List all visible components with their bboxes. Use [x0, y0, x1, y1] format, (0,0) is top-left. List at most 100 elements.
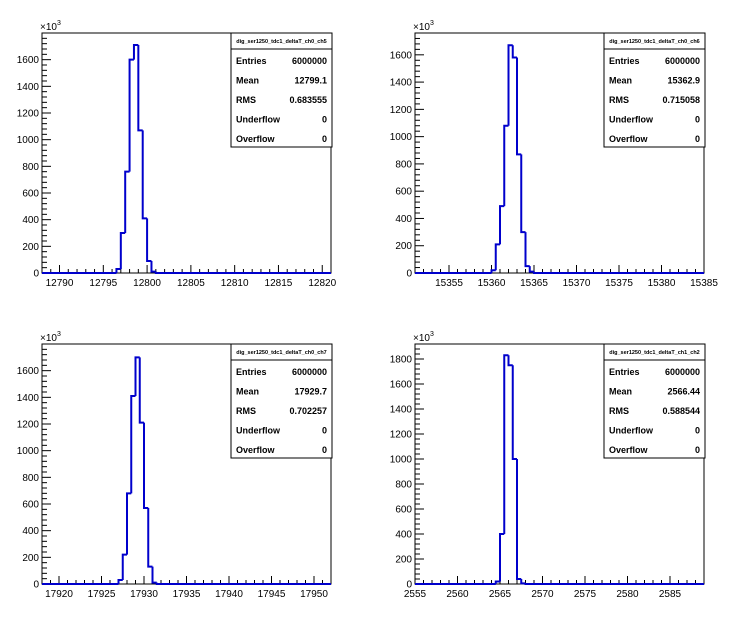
- histogram-bin: [526, 232, 530, 266]
- histogram-bin: [513, 365, 517, 459]
- y-tick-label: 1200: [17, 420, 40, 431]
- stats-value: 0: [695, 445, 700, 455]
- stats-value: 0.588544: [662, 406, 700, 416]
- y-tick-label: 400: [22, 526, 39, 537]
- y-tick-label: 600: [395, 505, 412, 516]
- stats-box: dig_ser1250_tdc1_deltaT_ch0_ch5Entries 60…: [231, 33, 332, 147]
- stats-box-frame: [604, 344, 705, 458]
- histogram-title: dig_ser1250_tdc1_deltaT_ch1_ch2: [609, 350, 700, 356]
- stats-label: Mean: [609, 387, 632, 397]
- histogram-bin: [509, 355, 513, 365]
- histogram-bin: [140, 357, 144, 422]
- y-tick-label: 0: [406, 269, 412, 280]
- x-tick-label: 12790: [46, 278, 74, 289]
- histogram-bin: [148, 508, 152, 567]
- stats-label: Overflow: [609, 445, 649, 455]
- histogram-bin: [153, 567, 157, 583]
- x-tick-label: 15375: [605, 278, 633, 289]
- stats-label: Mean: [609, 76, 632, 86]
- x-tick-label: 12795: [89, 278, 117, 289]
- y-tick-label: 200: [22, 553, 39, 564]
- histogram-bin: [517, 459, 521, 579]
- x-tick-label: 17950: [300, 589, 328, 600]
- y-tick-label: 1000: [17, 135, 40, 146]
- x-tick-label: 2560: [446, 589, 469, 600]
- y-tick-label: 800: [22, 473, 39, 484]
- histogram-bin: [517, 58, 521, 155]
- stats-label: Entries: [236, 367, 267, 377]
- y-tick-label: 1200: [390, 430, 413, 441]
- x-tick-label: 17935: [173, 589, 201, 600]
- y-tick-label: 200: [22, 242, 39, 253]
- histogram-title: dig_ser1250_tdc1_deltaT_ch0_ch7: [236, 350, 327, 356]
- stats-value: 0: [322, 426, 327, 436]
- histogram-bin: [147, 218, 151, 261]
- histogram-bin: [121, 233, 125, 269]
- y-tick-label: 600: [395, 187, 412, 198]
- stats-label: RMS: [236, 406, 256, 416]
- x-tick-label: 15365: [520, 278, 548, 289]
- x-tick-label: 15360: [478, 278, 506, 289]
- stats-label: RMS: [609, 406, 629, 416]
- x-tick-label: 2555: [404, 589, 427, 600]
- stats-label: RMS: [236, 95, 256, 105]
- histogram-tail: [157, 583, 331, 584]
- stats-value: 15362.9: [667, 76, 700, 86]
- stats-label: Entries: [609, 367, 640, 377]
- histogram-bin: [138, 45, 142, 130]
- x-tick-label: 12800: [133, 278, 161, 289]
- histogram-bin: [521, 579, 525, 583]
- histogram-bin: [500, 534, 504, 582]
- y-tick-label: 600: [22, 189, 39, 200]
- stats-box-frame: [231, 344, 332, 458]
- stats-label: Overflow: [236, 134, 276, 144]
- histogram-bin: [143, 130, 147, 218]
- x-tick-label: 2585: [659, 589, 682, 600]
- histogram-bin: [144, 423, 148, 508]
- histogram-bin: [119, 580, 123, 584]
- y-tick-label: 1200: [17, 109, 40, 120]
- histogram-pad-3: 0 200 400 600 800 1000 1200 1400 1600 17920 17925 1…: [17, 331, 332, 600]
- stats-box: dig_ser1250_tdc1_deltaT_ch1_ch2 Entries 60…: [604, 344, 705, 458]
- y-exponent-label: ×10: [413, 22, 430, 33]
- x-tick-label: 2565: [489, 589, 512, 600]
- x-tick-label: 15385: [690, 278, 718, 289]
- stats-value: 0.683555: [289, 95, 327, 105]
- y-tick-label: 800: [22, 162, 39, 173]
- x-tick-label: 12805: [177, 278, 205, 289]
- y-tick-label: 1600: [17, 55, 40, 66]
- histogram-bin: [513, 45, 517, 57]
- y-tick-label: 1400: [17, 82, 40, 93]
- stats-value: 0: [322, 115, 327, 125]
- histogram-bin: [521, 154, 525, 232]
- x-tick-label: 12815: [265, 278, 293, 289]
- x-tick-label: 2575: [574, 589, 597, 600]
- stats-value: 0.715058: [662, 95, 700, 105]
- histogram-bin: [125, 172, 129, 233]
- y-tick-label: 400: [395, 214, 412, 225]
- y-exponent-power: 3: [57, 331, 61, 338]
- y-tick-label: 0: [33, 269, 39, 280]
- histogram-tail: [526, 583, 705, 584]
- histogram-bin: [116, 269, 120, 273]
- y-exponent-power: 3: [430, 20, 434, 27]
- stats-value: 0: [695, 115, 700, 125]
- y-tick-label: 600: [22, 500, 39, 511]
- y-tick-label: 400: [395, 530, 412, 541]
- stats-value: 17929.7: [294, 387, 327, 397]
- x-tick-label: 2580: [616, 589, 639, 600]
- x-tick-label: 15380: [648, 278, 676, 289]
- y-exponent-label: ×10: [413, 333, 430, 344]
- y-tick-label: 1200: [390, 105, 413, 116]
- y-exponent-label: ×10: [40, 333, 57, 344]
- histogram-bin: [500, 206, 504, 244]
- stats-value: 2566.44: [667, 387, 700, 397]
- x-tick-label: 12810: [221, 278, 249, 289]
- x-tick-label: 17925: [88, 589, 116, 600]
- histogram-bin: [131, 396, 135, 493]
- stats-label: RMS: [609, 95, 629, 105]
- stats-value: 6000000: [292, 367, 327, 377]
- stats-value: 0: [322, 445, 327, 455]
- histogram-pad-4: 0 200 400 600 800 1000 1200 1400 1600 1800 2555 256…: [390, 331, 705, 600]
- x-tick-label: 12820: [308, 278, 336, 289]
